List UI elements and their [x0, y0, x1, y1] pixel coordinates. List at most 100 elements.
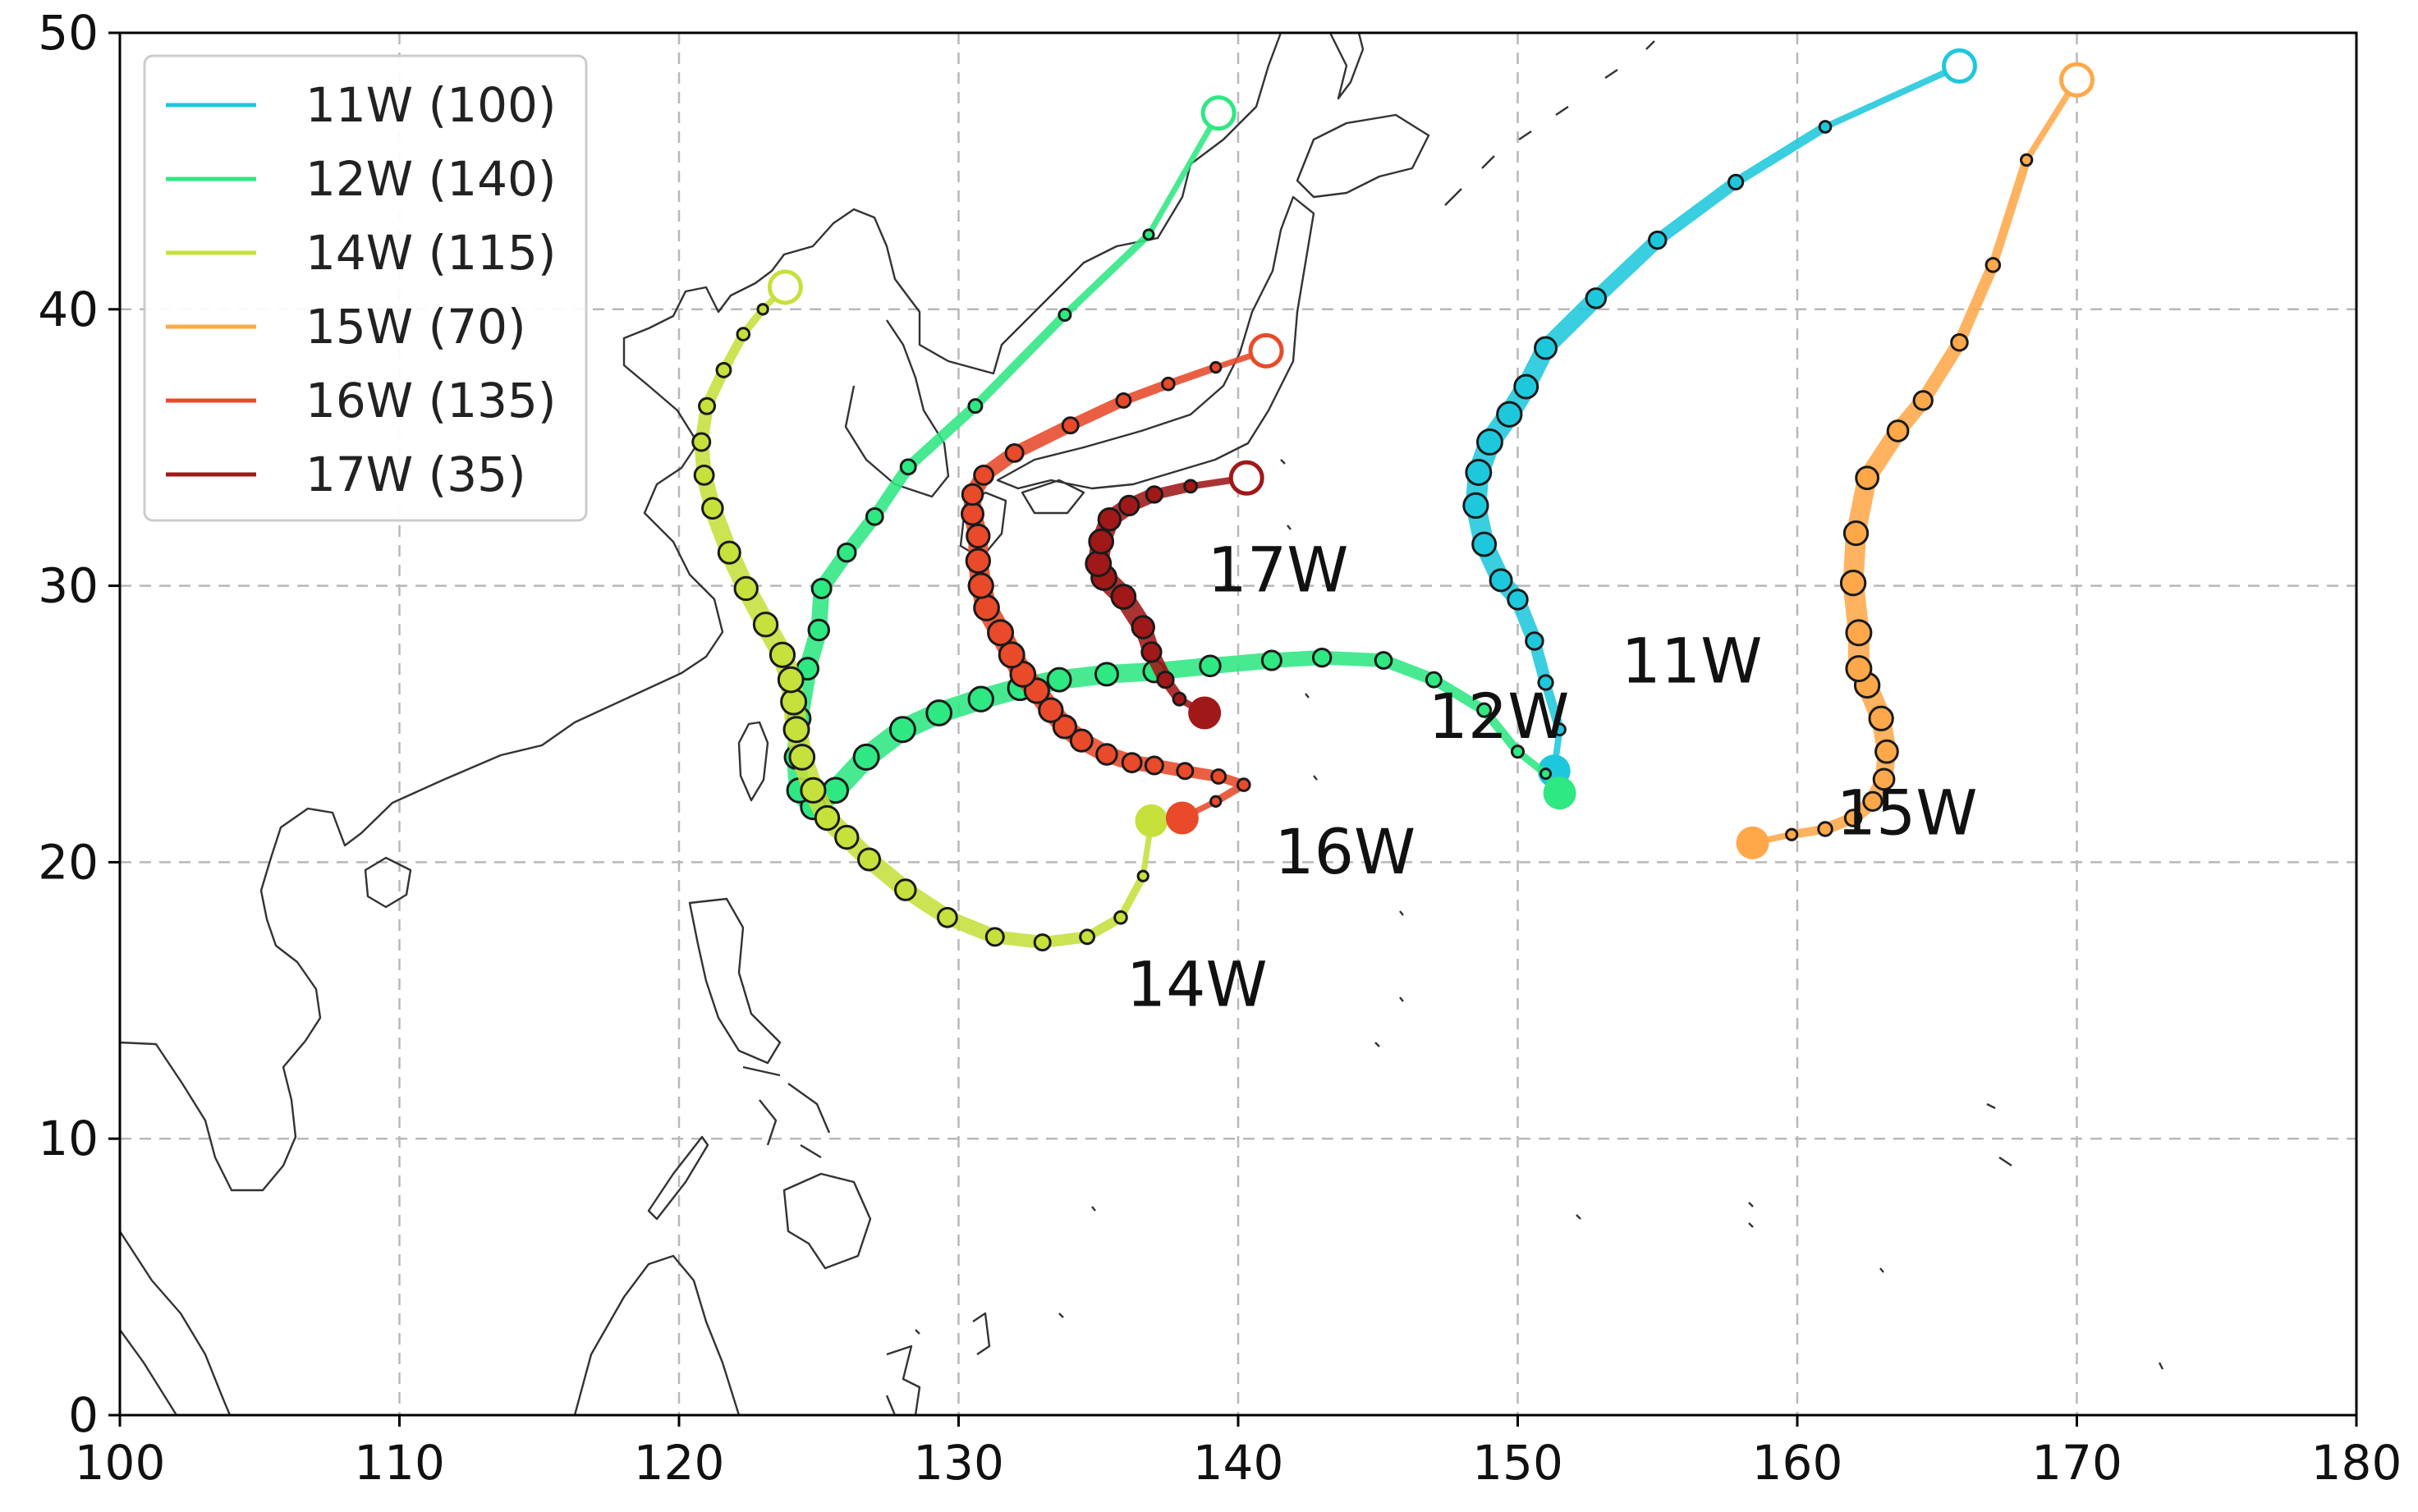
- track-end-marker: [1228, 460, 1264, 496]
- coastline-taiwan: [737, 721, 769, 802]
- legend-label: 17W (35): [305, 447, 526, 502]
- track-16W: [961, 332, 1284, 835]
- track-point: [1886, 419, 1910, 442]
- track-point: [1142, 228, 1155, 241]
- track-genesis-marker: [1543, 777, 1576, 810]
- track-point: [1489, 568, 1513, 593]
- track-point: [834, 824, 860, 850]
- track-genesis-marker: [1165, 801, 1199, 835]
- track-end-marker: [1200, 95, 1237, 131]
- x-tick-label: 120: [634, 1435, 725, 1491]
- track-point: [2020, 153, 2034, 167]
- track-point: [769, 641, 796, 668]
- track-point: [967, 685, 994, 712]
- track-point: [1085, 550, 1113, 578]
- x-tick-label: 160: [1752, 1435, 1843, 1491]
- track-point: [1818, 120, 1833, 134]
- track-label-16W: 16W: [1274, 815, 1415, 888]
- track-point: [1094, 662, 1119, 687]
- track-point: [1095, 743, 1118, 766]
- track-point: [1727, 173, 1745, 190]
- track-point: [1113, 909, 1128, 925]
- track-point: [807, 618, 830, 642]
- track-point: [1984, 257, 2002, 273]
- track-label-12W: 12W: [1429, 680, 1570, 753]
- track-point: [1079, 928, 1096, 946]
- track-point: [1912, 390, 1934, 411]
- x-tick-label: 130: [913, 1435, 1004, 1491]
- track-point: [1874, 739, 1899, 764]
- track-point: [1537, 674, 1554, 691]
- y-tick-label: 20: [38, 834, 99, 890]
- axes: 100 110 120 130 140 150 160 170 180 0 10 20 30 40 50: [38, 5, 2402, 1491]
- track-genesis-marker: [1188, 696, 1222, 730]
- track-end-marker: [1248, 332, 1284, 369]
- track-point: [1199, 654, 1222, 678]
- track-point: [852, 743, 880, 771]
- track-segment: [1007, 419, 1077, 460]
- track-point: [973, 594, 1000, 621]
- track-point: [967, 572, 994, 599]
- legend-label: 16W (135): [305, 373, 557, 428]
- track-segment: [1061, 231, 1153, 319]
- track-point: [1131, 615, 1155, 639]
- track-point: [788, 744, 816, 771]
- track-point: [1585, 287, 1608, 309]
- track-point: [717, 540, 741, 565]
- track-15W: [1736, 62, 2095, 859]
- track-point: [1140, 641, 1163, 663]
- track-segment: [1988, 155, 2031, 270]
- track-point: [888, 716, 916, 744]
- coastline-mindanao: [782, 1172, 872, 1270]
- track-point: [1144, 755, 1164, 776]
- track-segment: [1731, 121, 1830, 187]
- legend-box: [143, 54, 588, 522]
- coastline-sakhalin: [1328, 33, 1365, 100]
- track-segment: [1953, 259, 1999, 349]
- track-point: [1052, 714, 1078, 740]
- coastline-korea: [844, 319, 950, 498]
- coastline-malay: [120, 1230, 232, 1415]
- track-point: [1845, 619, 1873, 647]
- track-point: [865, 507, 884, 526]
- track-point: [1311, 647, 1333, 668]
- coastline-palawan: [647, 1135, 709, 1221]
- storm-tracks: [691, 48, 2095, 952]
- track-point: [1839, 570, 1867, 597]
- track-point: [1525, 631, 1544, 651]
- legend-label: 15W (70): [305, 299, 526, 355]
- track-segment: [868, 460, 915, 523]
- track-point: [698, 396, 717, 415]
- track-point: [1183, 479, 1199, 494]
- track-segment: [1480, 705, 1523, 757]
- track-14W: [691, 269, 1168, 952]
- track-point: [1465, 459, 1493, 486]
- legend-label: 12W (140): [305, 151, 557, 207]
- track-point: [987, 619, 1015, 647]
- track-point: [1097, 507, 1122, 532]
- coastline-borneo: [573, 1254, 741, 1415]
- coastline-small-islands: [915, 459, 2164, 1370]
- track-point: [1476, 702, 1493, 718]
- x-tick-label: 110: [354, 1435, 445, 1491]
- track-point: [1510, 745, 1526, 759]
- track-point: [857, 847, 882, 872]
- track-point: [733, 575, 759, 602]
- y-tick-label: 0: [68, 1387, 99, 1443]
- track-point: [967, 398, 984, 415]
- track-point: [1842, 520, 1870, 547]
- track-segment: [1145, 110, 1222, 238]
- track-segment: [1916, 335, 1966, 408]
- track-point: [925, 699, 953, 726]
- track-point: [1817, 821, 1833, 837]
- track-point: [961, 502, 985, 526]
- track-point: [1209, 360, 1223, 374]
- track-point: [1110, 584, 1137, 610]
- coastline-honshu: [996, 195, 1315, 490]
- coastline-mainland: [120, 33, 1282, 1192]
- coastline-hokkaido: [1296, 113, 1430, 199]
- track-point: [984, 927, 1005, 947]
- track-segment: [1064, 394, 1130, 432]
- y-tick-label: 50: [38, 5, 99, 61]
